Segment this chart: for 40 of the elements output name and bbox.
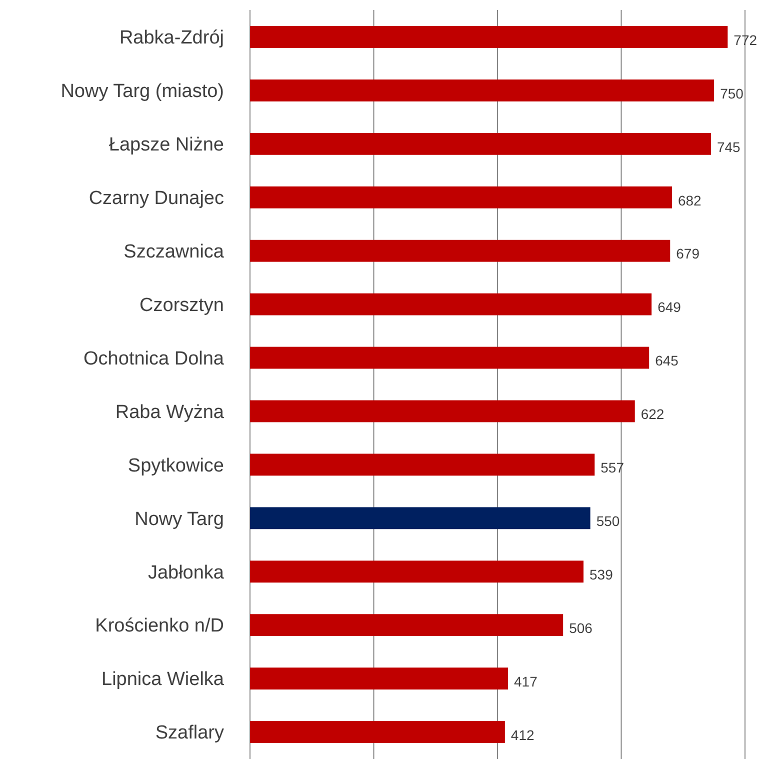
y-tick-label: Nowy Targ (miasto) bbox=[60, 81, 224, 102]
data-label: 622 bbox=[640, 406, 664, 422]
bar bbox=[250, 400, 635, 422]
y-tick-label: Spytkowice bbox=[128, 455, 224, 476]
data-label: 750 bbox=[720, 85, 744, 102]
bar bbox=[250, 560, 584, 583]
data-label: 649 bbox=[658, 299, 682, 316]
data-label: 550 bbox=[596, 513, 620, 530]
bar bbox=[250, 346, 650, 369]
data-label: 745 bbox=[716, 138, 741, 155]
bar bbox=[250, 614, 564, 636]
data-label: 539 bbox=[590, 566, 614, 583]
bar bbox=[250, 721, 505, 743]
bar bbox=[250, 132, 711, 155]
data-label: 417 bbox=[514, 673, 538, 690]
y-tick-label: Ochotnica Dolna bbox=[84, 348, 224, 370]
y-tick-label: Czorsztyn bbox=[140, 294, 224, 316]
y-tick-label: Łapsze Niżne bbox=[108, 134, 224, 156]
data-label: 682 bbox=[678, 192, 702, 208]
bar bbox=[250, 240, 670, 262]
bar bbox=[250, 668, 508, 690]
bar bbox=[250, 507, 590, 530]
y-tick-label: Lipnica Wielka bbox=[102, 669, 224, 690]
y-tick-label: Czarny Dunajec bbox=[88, 188, 224, 210]
y-tick-label: Szczawnica bbox=[124, 241, 224, 262]
bar bbox=[250, 26, 728, 48]
bar bbox=[250, 454, 595, 476]
bar bbox=[250, 80, 714, 102]
y-tick-label: Krościenko n/D bbox=[95, 616, 224, 637]
data-label: 679 bbox=[676, 246, 700, 262]
data-label: 412 bbox=[510, 726, 534, 743]
bar bbox=[250, 186, 672, 208]
y-tick-label: Szaflary bbox=[155, 722, 224, 744]
y-tick-label: Nowy Targ bbox=[134, 508, 224, 530]
bar bbox=[250, 293, 652, 316]
data-label: 645 bbox=[655, 352, 679, 369]
data-label: 506 bbox=[569, 620, 593, 636]
y-tick-label: Raba Wyżna bbox=[115, 402, 224, 423]
y-tick-label: Rabka-Zdrój bbox=[119, 28, 224, 49]
y-tick-label: Jabłonka bbox=[148, 562, 224, 584]
